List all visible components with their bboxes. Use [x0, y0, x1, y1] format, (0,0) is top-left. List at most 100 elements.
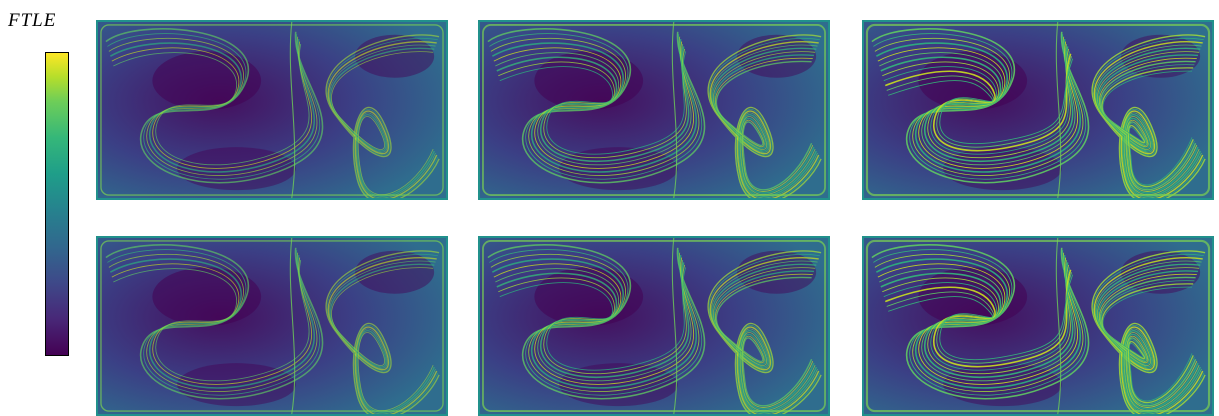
ftle-field — [480, 238, 828, 414]
ftle-ridge — [331, 51, 434, 195]
colorbar — [45, 52, 69, 356]
ftle-ridge — [888, 274, 1074, 361]
ftle-ridge — [715, 276, 813, 407]
ftle-ridge — [1091, 34, 1206, 198]
ftle-boundary-ridge — [100, 24, 444, 196]
ftle-panel-top-2 — [478, 20, 830, 200]
colorbar-label: FTLE — [8, 10, 57, 31]
ftle-ridge — [879, 43, 1076, 166]
ftle-ridge — [327, 257, 438, 414]
ftle-ridge — [1101, 283, 1194, 404]
ftle-panel-bottom-1 — [96, 236, 448, 416]
ftle-panel-top-3 — [862, 20, 1214, 200]
ftle-ridge — [1099, 276, 1197, 407]
ftle-ridge — [884, 53, 1072, 152]
ftle-ridge — [1093, 41, 1204, 198]
ftle-ridge — [1093, 38, 1205, 198]
ftle-ridge — [325, 34, 440, 198]
ftle-panel-top-1 — [96, 20, 448, 200]
ftle-ridge — [707, 250, 822, 414]
ftle-ridge — [329, 44, 436, 198]
ftle-ridge — [883, 267, 1071, 371]
ftle-ridge — [874, 36, 1084, 176]
ftle-field — [98, 238, 446, 414]
ftle-ridge — [491, 38, 698, 173]
ftle-separatrix — [671, 22, 678, 198]
ftle-ridge — [489, 249, 703, 396]
ftle-ridge — [1093, 254, 1205, 414]
ftle-ridge — [879, 259, 1076, 382]
ftle-ridge — [490, 252, 700, 392]
ftle-ridge — [1099, 60, 1197, 191]
ftle-ridge — [882, 48, 1071, 159]
ftle-ridge — [1097, 51, 1200, 195]
ftle-ridge — [1091, 250, 1206, 414]
ftle-ridge — [487, 244, 706, 400]
ftle-ridge — [709, 38, 821, 198]
ftle-ridge — [882, 264, 1071, 375]
ftle-ridge — [713, 270, 815, 410]
ftle-ridge — [880, 262, 1074, 379]
ftle-field — [864, 22, 1212, 198]
ftle-ridge — [1097, 270, 1199, 410]
ftle-ridge — [108, 252, 318, 392]
ftle-boundary-ridge — [482, 24, 826, 196]
ftle-ridge — [886, 272, 1073, 364]
ftle-ridge — [493, 257, 694, 385]
ftle-ridge — [884, 269, 1072, 368]
ftle-ridge — [496, 46, 690, 163]
ftle-ridge — [111, 41, 312, 169]
ftle-ridge — [487, 28, 706, 184]
ftle-ridge — [1101, 67, 1194, 188]
ftle-ridge — [499, 267, 687, 371]
ftle-ridge — [495, 259, 692, 382]
ftle-ridge — [325, 250, 440, 414]
ftle-ridge — [499, 51, 687, 155]
ftle-ridge — [107, 33, 321, 180]
ftle-ridge — [709, 41, 820, 198]
ftle-ridge — [111, 257, 312, 385]
ftle-ridge — [873, 33, 1087, 180]
ftle-ridge — [113, 259, 310, 382]
ftle-separatrix — [1055, 238, 1062, 414]
ftle-ridge — [709, 257, 820, 414]
ftle-ridge — [327, 38, 439, 198]
ftle-ridge — [715, 60, 813, 191]
ftle-ridge — [707, 34, 822, 198]
ftle-ridge — [108, 36, 318, 176]
ftle-ridge — [489, 33, 703, 180]
ftle-ridge — [875, 254, 1082, 389]
ftle-ridge — [715, 273, 814, 408]
ftle-ridge — [877, 41, 1078, 169]
ftle-ridge — [873, 249, 1087, 396]
ftle-ridge — [491, 254, 698, 389]
ftle-ridge — [490, 36, 700, 176]
ftle-ridge — [711, 44, 818, 198]
ftle-ridge — [109, 38, 316, 173]
ftle-ridge — [886, 56, 1073, 148]
ftle-ridge — [713, 54, 815, 194]
ftle-ridge — [877, 257, 1078, 385]
ftle-ridge — [871, 244, 1090, 400]
ftle-ridge — [1099, 57, 1198, 192]
ftle-ridge — [1100, 280, 1195, 405]
ftle-ridge — [713, 51, 816, 195]
ftle-boundary-ridge — [865, 23, 1211, 197]
ftle-ridge — [875, 38, 1082, 173]
ftle-ridge — [871, 28, 1090, 184]
ftle-ridge — [109, 254, 316, 389]
ftle-separatrix — [671, 238, 678, 414]
ftle-ridge — [715, 57, 814, 192]
ftle-ridge — [495, 43, 692, 166]
ftle-ridge — [496, 262, 690, 379]
ftle-separatrix — [1055, 22, 1062, 198]
ftle-ridge — [498, 48, 687, 159]
ftle-panel-bottom-2 — [478, 236, 830, 416]
ftle-separatrix — [289, 22, 296, 198]
ftle-ridge — [1097, 54, 1199, 194]
ftle-ridge — [888, 58, 1074, 145]
ftle-field — [480, 22, 828, 198]
ftle-ridge — [709, 254, 821, 414]
ftle-ridge — [1099, 273, 1198, 408]
ftle-ridge — [493, 41, 694, 169]
